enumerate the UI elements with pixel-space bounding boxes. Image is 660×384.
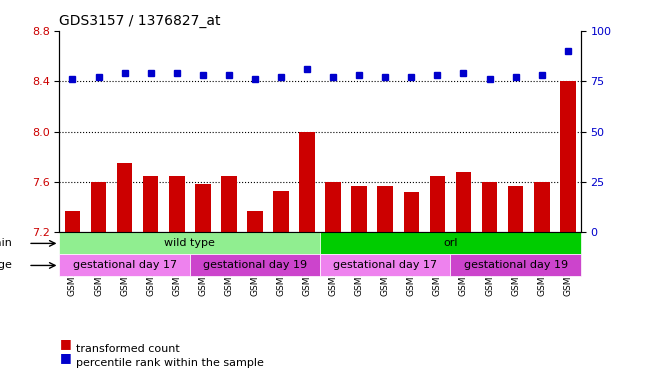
Bar	[90, 182, 106, 384]
Bar	[117, 163, 133, 384]
Text: orl: orl	[444, 238, 457, 248]
Text: percentile rank within the sample: percentile rank within the sample	[76, 358, 264, 368]
Bar	[65, 211, 81, 384]
Text: age: age	[0, 260, 13, 270]
Text: gestational day 19: gestational day 19	[463, 260, 568, 270]
Text: transformed count: transformed count	[76, 344, 180, 354]
FancyBboxPatch shape	[450, 255, 581, 276]
Bar	[143, 175, 158, 384]
Bar	[482, 182, 498, 384]
Text: wild type: wild type	[164, 238, 215, 248]
FancyBboxPatch shape	[320, 232, 581, 255]
Text: GDS3157 / 1376827_at: GDS3157 / 1376827_at	[59, 14, 221, 28]
Bar	[430, 175, 446, 384]
Bar	[221, 175, 237, 384]
Bar	[299, 132, 315, 384]
Text: gestational day 19: gestational day 19	[203, 260, 307, 270]
Bar	[247, 211, 263, 384]
Bar	[169, 175, 185, 384]
Text: gestational day 17: gestational day 17	[333, 260, 438, 270]
Text: strain: strain	[0, 238, 13, 248]
Bar	[378, 186, 393, 384]
Bar	[195, 184, 211, 384]
Bar	[403, 192, 419, 384]
FancyBboxPatch shape	[59, 255, 190, 276]
Text: gestational day 17: gestational day 17	[73, 260, 177, 270]
Bar	[560, 81, 576, 384]
Bar	[351, 186, 367, 384]
FancyBboxPatch shape	[320, 255, 450, 276]
Bar	[455, 172, 471, 384]
FancyBboxPatch shape	[59, 232, 320, 255]
Bar	[325, 182, 341, 384]
Bar	[508, 186, 523, 384]
Text: ■: ■	[59, 351, 71, 364]
Bar	[273, 191, 289, 384]
Bar	[534, 182, 550, 384]
FancyBboxPatch shape	[190, 255, 320, 276]
Text: ■: ■	[59, 338, 71, 351]
